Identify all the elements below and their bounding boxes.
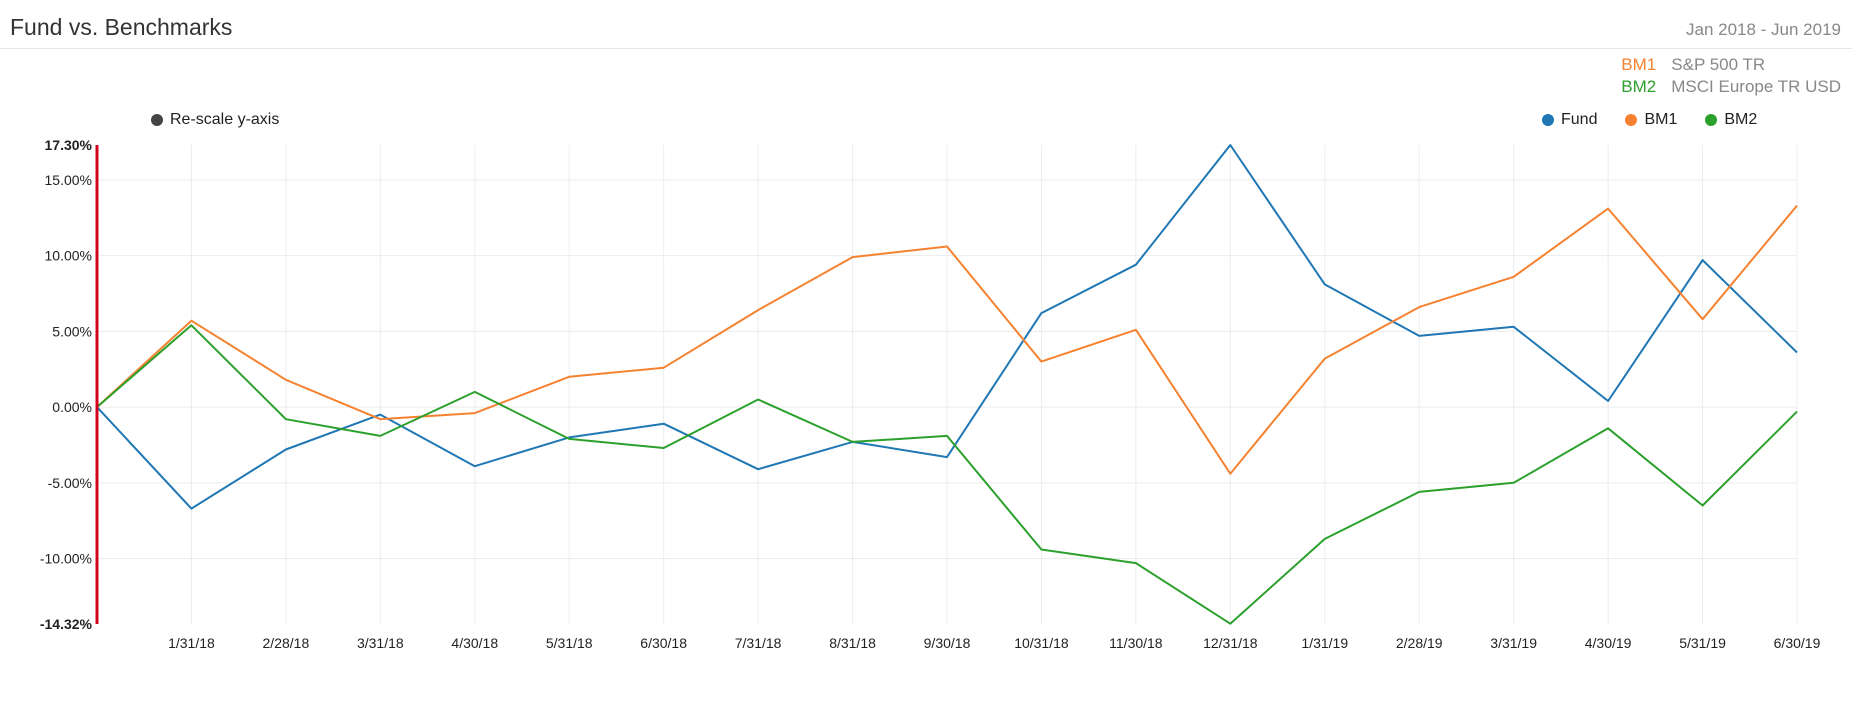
legend-label: Fund <box>1561 111 1598 128</box>
y-tick-label: 15.00% <box>45 172 92 188</box>
x-tick-label: 8/31/18 <box>829 635 876 651</box>
chart-grid <box>97 145 1798 624</box>
y-tick-label: 10.00% <box>45 248 92 264</box>
benchmark-legend: BM1 S&P 500 TR BM2 MSCI Europe TR USD <box>1621 54 1841 98</box>
y-tick-label: -5.00% <box>48 475 92 491</box>
x-tick-label: 3/31/19 <box>1490 635 1537 651</box>
legend-dot-icon <box>1542 114 1554 126</box>
y-tick-label: -14.32% <box>40 616 93 632</box>
toggle-dot-icon <box>151 114 163 126</box>
x-tick-label: 9/30/18 <box>924 635 971 651</box>
date-range: Jan 2018 - Jun 2019 <box>1685 20 1841 39</box>
benchmark-code: BM2 <box>1621 77 1657 96</box>
benchmark-row-bm2: BM2 MSCI Europe TR USD <box>1621 76 1841 98</box>
y-tick-label: 0.00% <box>52 399 92 415</box>
x-tick-label: 3/31/18 <box>357 635 404 651</box>
series-legend: Fund BM1 BM2 <box>1542 111 1757 129</box>
x-tick-label: 4/30/19 <box>1585 635 1632 651</box>
x-tick-label: 6/30/18 <box>640 635 687 651</box>
x-tick-label: 10/31/18 <box>1014 635 1069 651</box>
legend-item-fund[interactable]: Fund <box>1542 111 1597 129</box>
y-tick-label: 5.00% <box>52 323 92 339</box>
rescale-label: Re-scale y-axis <box>170 111 280 128</box>
x-tick-label: 4/30/18 <box>451 635 498 651</box>
y-tick-label: -10.00% <box>40 551 92 567</box>
header-divider <box>0 48 1852 49</box>
x-tick-label: 7/31/18 <box>735 635 782 651</box>
series-line-bm2 <box>96 324 1798 625</box>
chart-title: Fund vs. Benchmarks <box>10 14 233 40</box>
x-tick-label: 5/31/19 <box>1679 635 1726 651</box>
legend-item-bm2[interactable]: BM2 <box>1705 111 1757 129</box>
x-tick-label: 5/31/18 <box>546 635 593 651</box>
benchmark-name: S&P 500 TR <box>1671 55 1766 74</box>
x-tick-label: 2/28/18 <box>263 635 310 651</box>
legend-label: BM2 <box>1724 111 1758 128</box>
y-tick-label: 17.30% <box>45 137 93 153</box>
benchmark-name: MSCI Europe TR USD <box>1671 77 1841 96</box>
chart-series <box>96 144 1798 625</box>
benchmark-code: BM1 <box>1621 55 1657 74</box>
series-line-fund <box>96 144 1798 510</box>
x-tick-label: 11/30/18 <box>1109 635 1163 651</box>
x-tick-label: 6/30/19 <box>1774 635 1821 651</box>
x-tick-label: 2/28/19 <box>1396 635 1443 651</box>
legend-label: BM1 <box>1644 111 1678 128</box>
y-axis-ticks: 17.30% 15.00% 10.00% 5.00% 0.00% -5.00% -10.00… <box>40 137 93 632</box>
legend-dot-icon <box>1705 114 1718 126</box>
x-tick-label: 1/31/18 <box>168 635 215 651</box>
legend-dot-icon <box>1625 114 1638 126</box>
x-tick-label: 1/31/19 <box>1301 635 1348 651</box>
x-axis-ticks: 1/31/18 2/28/18 3/31/18 4/30/18 5/31/18 6/30/… <box>168 635 1820 651</box>
x-tick-label: 12/31/18 <box>1203 635 1258 651</box>
series-line-bm1 <box>96 204 1798 475</box>
benchmark-row-bm1: BM1 S&P 500 TR <box>1621 54 1841 76</box>
rescale-y-axis-toggle[interactable]: Re-scale y-axis <box>151 111 279 129</box>
legend-item-bm1[interactable]: BM1 <box>1625 111 1677 129</box>
